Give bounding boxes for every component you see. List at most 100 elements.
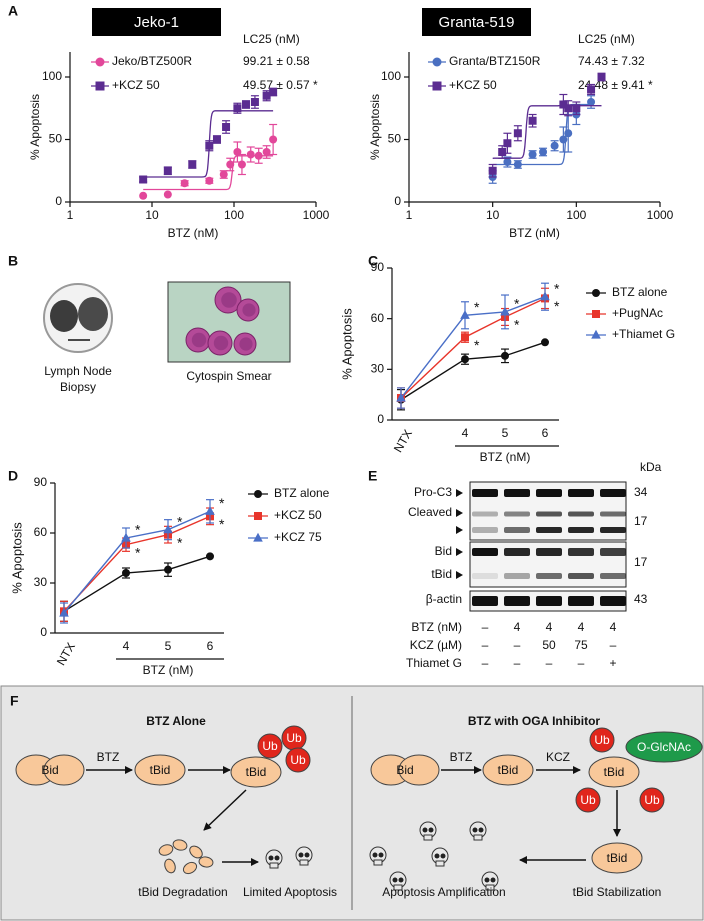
ubiquitin-label: Ub <box>286 731 302 745</box>
legend-marker <box>592 310 600 318</box>
data-point <box>528 150 537 159</box>
legend-marker <box>254 490 262 498</box>
bid-label: Bid <box>396 763 413 777</box>
data-point <box>501 351 509 360</box>
legend-label: +KCZ 50 <box>449 78 497 92</box>
ubiquitin-label: Ub <box>644 793 660 807</box>
y-tick-label: 100 <box>381 69 401 83</box>
blot-band <box>568 527 594 533</box>
data-point <box>550 141 559 150</box>
y-axis-label: % Apoptosis <box>28 94 42 160</box>
series-line <box>400 296 546 399</box>
title-box <box>92 8 221 36</box>
skull-jaw <box>485 884 495 891</box>
data-point <box>226 160 235 169</box>
blot-row-label: β-actin <box>426 592 462 606</box>
blot-row-label: tBid <box>431 567 452 581</box>
blot-band <box>568 489 594 497</box>
tbid-fragment <box>198 856 214 868</box>
blot-band <box>600 596 626 606</box>
skull-jaw <box>473 834 483 841</box>
tbid: tBid <box>246 765 267 779</box>
caption: Limited Apoptosis <box>243 885 337 899</box>
legend-label: Granta/BTZ150R <box>449 54 541 68</box>
row-arrow <box>456 489 463 497</box>
blot-band <box>536 548 562 556</box>
blot-band <box>472 573 498 579</box>
data-point <box>498 148 507 156</box>
skull-jaw <box>269 862 279 869</box>
panel-label: F <box>10 693 19 709</box>
blot-band <box>472 511 498 517</box>
x-tick-label: 1000 <box>647 208 674 222</box>
data-point <box>541 338 549 347</box>
skull-jaw <box>423 834 433 841</box>
skull-eye <box>484 877 490 883</box>
y-axis-label: % Apoptosis <box>339 308 354 380</box>
data-point <box>500 306 510 316</box>
cell-nucleus <box>221 292 237 308</box>
data-point <box>396 392 406 402</box>
image-caption: Biopsy <box>60 380 96 394</box>
ubiquitin-label: Ub <box>580 793 596 807</box>
legend-label: +KCZ 75 <box>274 530 322 544</box>
tbid-fragment <box>172 839 188 851</box>
panel-label: E <box>368 468 377 484</box>
y-tick-label: 90 <box>371 260 385 274</box>
data-point <box>122 569 130 577</box>
data-point <box>254 151 263 160</box>
data-point <box>597 73 606 81</box>
lc25-value: 99.21 ± 0.58 <box>243 54 310 68</box>
tbid-shape <box>591 842 643 874</box>
data-point <box>488 166 497 175</box>
blot-band <box>568 573 594 579</box>
row-arrow <box>456 509 463 517</box>
chart-title: Granta-519 <box>439 14 515 31</box>
significance-mark: * <box>177 534 183 550</box>
series-line <box>63 515 211 612</box>
condition-value: 4 <box>578 620 585 634</box>
kda-header: kDa <box>640 460 662 474</box>
legend-label: Jeko/BTZ500R <box>112 54 192 68</box>
ubiquitin <box>285 747 311 773</box>
skull-eye <box>434 853 440 859</box>
blot-band <box>536 489 562 497</box>
skull-eye <box>440 853 446 859</box>
data-point <box>139 175 148 184</box>
x-axis-label: BTZ (nM) <box>143 663 194 677</box>
condition-label: Thiamet G <box>406 656 462 670</box>
skull-eye <box>392 877 398 883</box>
bid-shape <box>398 754 440 786</box>
kda-label: 34 <box>634 485 648 499</box>
x-axis-label: BTZ (nM) <box>480 450 531 464</box>
skull-jaw <box>373 859 383 866</box>
x-tick-label: 4 <box>123 639 130 653</box>
x-tick-label: 6 <box>542 426 549 440</box>
significance-mark: * <box>514 317 520 333</box>
legend-label: +KCZ 50 <box>112 78 160 92</box>
skull-eye <box>274 855 280 861</box>
blot-band <box>504 489 530 497</box>
skull-eye <box>422 827 428 833</box>
blot-band <box>504 596 530 606</box>
legend-marker <box>592 289 600 297</box>
data-point <box>503 139 512 148</box>
bid-label: Bid <box>41 763 58 777</box>
y-tick-label: 60 <box>371 311 385 325</box>
data-point <box>139 191 148 200</box>
y-tick-label: 0 <box>377 412 384 426</box>
significance-mark: * <box>177 513 183 529</box>
data-point <box>572 104 581 113</box>
glcnac-shape <box>625 731 703 763</box>
skull-eye <box>398 877 404 883</box>
data-point <box>250 98 259 106</box>
condition-value: – <box>482 620 489 634</box>
kda-label: 43 <box>634 592 648 606</box>
series-line <box>400 297 546 399</box>
x-tick-label: 10 <box>145 208 159 222</box>
ubiquitin <box>639 787 665 813</box>
tbid-shape <box>482 754 534 786</box>
row-arrow <box>456 571 463 579</box>
tbid-fragment <box>164 858 176 874</box>
blot-band <box>536 511 562 517</box>
